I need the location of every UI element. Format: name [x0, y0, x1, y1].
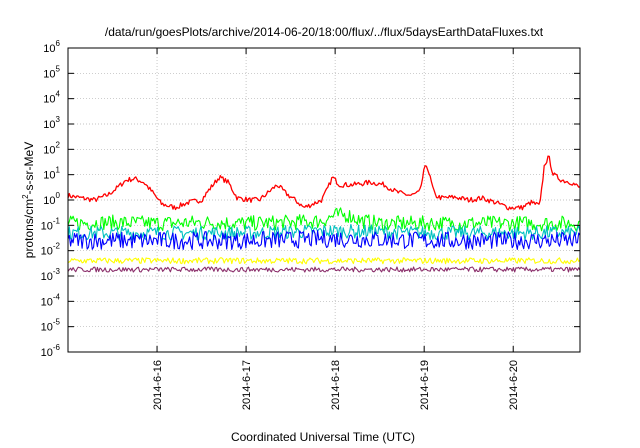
- chart-title: /data/run/goesPlots/archive/2014-06-20/1…: [105, 25, 544, 39]
- y-tick-label: 10-5: [41, 318, 61, 334]
- y-tick-labels: 10-6 10-5 10-4 10-3 10-2 10-1 100 101 102 103 104 1…: [41, 39, 61, 359]
- series-line-3: [67, 223, 581, 241]
- y-tick-label: 102: [43, 140, 60, 156]
- y-axis-label-unit: protons/cm: [22, 199, 36, 258]
- y-tick-label: 10-1: [41, 216, 61, 232]
- x-tick-labels: 2014-6-16 2014-6-17 2014-6-18 2014-6-19 2014…: [152, 360, 520, 410]
- series-line-4: [67, 229, 581, 250]
- grid: [68, 48, 580, 352]
- x-tick-label: 2014-6-20: [508, 360, 520, 410]
- series-line-6: [67, 266, 581, 273]
- series-group: [67, 155, 581, 273]
- y-tick-label: 100: [43, 191, 60, 207]
- y-axis-label-rest: -s-sr-MeV: [22, 142, 36, 195]
- x-axis-label: Coordinated Universal Time (UTC): [231, 430, 415, 444]
- series-line-2: [67, 207, 581, 232]
- y-axis-label-exponent: 2: [21, 194, 30, 199]
- y-tick-label: 10-2: [41, 242, 61, 258]
- axis-ticks: [68, 47, 580, 353]
- y-tick-label: 101: [43, 166, 60, 182]
- y-tick-label: 104: [43, 90, 60, 106]
- x-tick-label: 2014-6-16: [152, 360, 164, 410]
- y-tick-label: 10-6: [41, 343, 61, 359]
- y-tick-label: 10-3: [41, 267, 61, 283]
- y-tick-label: 106: [43, 39, 60, 55]
- y-axis-label: protons/cm2-s-sr-MeV: [21, 142, 36, 258]
- x-tick-label: 2014-6-17: [241, 360, 253, 410]
- y-tick-label: 105: [43, 64, 60, 80]
- x-tick-label: 2014-6-19: [419, 360, 431, 410]
- y-tick-label: 103: [43, 115, 60, 131]
- series-line-1: [67, 155, 581, 211]
- x-tick-label: 2014-6-18: [330, 360, 342, 410]
- series-line-5: [67, 257, 581, 265]
- y-tick-label: 10-4: [41, 292, 61, 308]
